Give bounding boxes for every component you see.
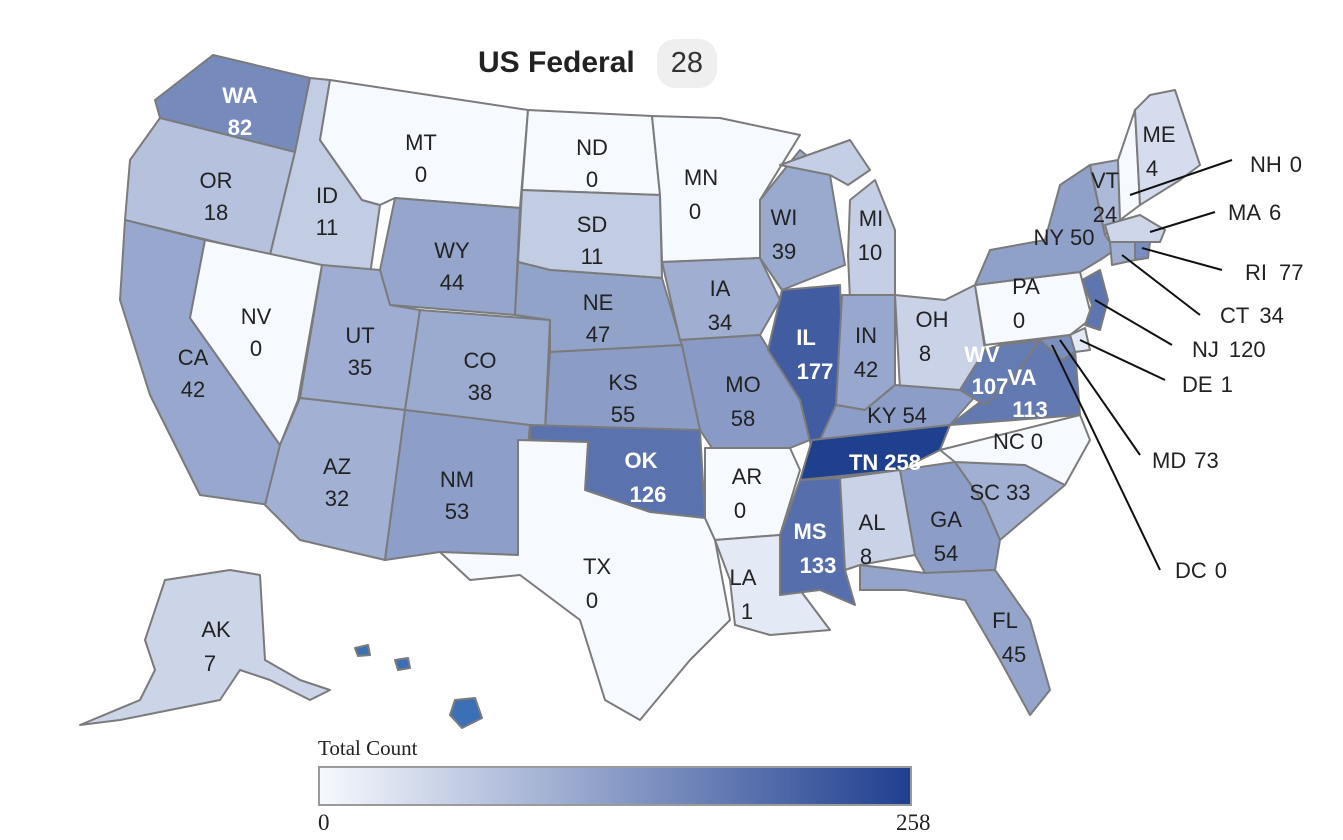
state-label-CO: CO 38 (464, 348, 497, 405)
state-label-ID: ID 11 (316, 183, 339, 240)
state-label-MO: MO 58 (725, 372, 760, 431)
state-label-PA: PA 0 (1012, 274, 1040, 333)
state-FL[interactable] (859, 564, 1051, 716)
state-label-MT: MT 0 (405, 130, 437, 187)
legend-color-scale (318, 766, 912, 806)
state-label-IN: IN 42 (854, 323, 878, 382)
state-TX[interactable] (439, 439, 731, 721)
state-label-OH: OH 8 (916, 307, 949, 366)
state-label-WI: WI 39 (771, 205, 798, 264)
state-label-ME: ME 4 (1143, 122, 1176, 181)
state-labels: WA 82 OR 18 CA 42 ID 11 NV 0 MT 0 WY 44 UT 35 AZ… (178, 83, 1176, 676)
state-label-OK: OK 126 (625, 448, 667, 507)
state-label-AR: AR 0 (732, 464, 763, 523)
state-label-NY: NY 50 (1033, 225, 1094, 250)
callout-labels: NH 0 MA 6 RI 77 CT 34 NJ 120 DE 1 MD 73 DC 0 (1152, 152, 1303, 583)
state-IA[interactable] (661, 257, 781, 341)
map-title: US Federal (478, 46, 635, 79)
callout-DC: DC 0 (1175, 558, 1227, 583)
state-label-WA: WA 82 (222, 83, 258, 140)
state-label-NV: NV 0 (241, 304, 272, 361)
state-label-NC: NC 0 (993, 429, 1043, 454)
state-label-FL: FL 45 (992, 608, 1026, 667)
state-label-VA: VA 113 (1008, 365, 1048, 422)
callout-RI: RI 77 (1245, 260, 1303, 285)
total-count-badge: 28 (656, 38, 717, 88)
state-HI[interactable] (354, 644, 483, 729)
state-shapes (79, 54, 1201, 729)
state-label-SD: SD 11 (577, 212, 608, 269)
state-label-KY: KY 54 (867, 403, 927, 428)
state-label-IL: IL 177 (796, 325, 833, 384)
callout-NJ: NJ 120 (1192, 337, 1266, 362)
state-label-LA: LA 1 (730, 565, 757, 624)
state-AK[interactable] (79, 569, 331, 726)
callout-MD: MD 73 (1152, 448, 1219, 473)
state-AL[interactable] (839, 469, 916, 571)
map-header: US Federal 28 (478, 36, 717, 90)
state-label-TX: TX 0 (583, 554, 611, 613)
state-label-OR: OR 18 (200, 168, 233, 225)
state-label-MI: MI 10 (858, 206, 883, 265)
state-MA[interactable] (1104, 214, 1166, 243)
state-ME[interactable] (1134, 89, 1201, 206)
state-WI[interactable] (759, 149, 846, 291)
state-label-TN: TN 258 (849, 450, 921, 475)
state-label-CA: CA 42 (178, 345, 209, 402)
state-label-AZ: AZ 32 (323, 454, 351, 511)
legend-min-label: 0 (318, 810, 330, 835)
state-label-VT: VT 24 (1091, 168, 1119, 227)
callout-DE: DE 1 (1182, 372, 1233, 397)
callout-CT: CT 34 (1220, 303, 1284, 328)
state-label-MN: MN 0 (684, 165, 718, 224)
state-label-WY: WY 44 (434, 238, 470, 295)
legend-max-label: 258 (896, 810, 931, 835)
state-label-AK: AK 7 (201, 617, 231, 676)
state-label-IA: IA 34 (708, 276, 732, 335)
state-label-WV: WV 107 (964, 342, 1008, 399)
legend-title: Total Count (318, 736, 418, 760)
callout-NH: NH 0 (1250, 152, 1302, 177)
state-WY[interactable] (379, 197, 521, 316)
state-label-ND: ND 0 (576, 135, 608, 192)
state-label-GA: GA 54 (930, 507, 962, 566)
callout-MA: MA 6 (1228, 200, 1281, 225)
state-RI[interactable] (1134, 241, 1151, 261)
state-label-SC: SC 33 (969, 480, 1030, 505)
state-label-AL: AL 8 (859, 510, 886, 569)
state-TN[interactable] (799, 424, 951, 481)
state-label-KS: KS 55 (608, 370, 637, 427)
state-label-MS: MS 133 (794, 519, 837, 578)
callout-lines (1051, 159, 1233, 571)
state-label-NE: NE 47 (583, 290, 614, 347)
state-label-NM: NM 53 (440, 467, 474, 524)
state-label-UT: UT 35 (345, 323, 374, 380)
